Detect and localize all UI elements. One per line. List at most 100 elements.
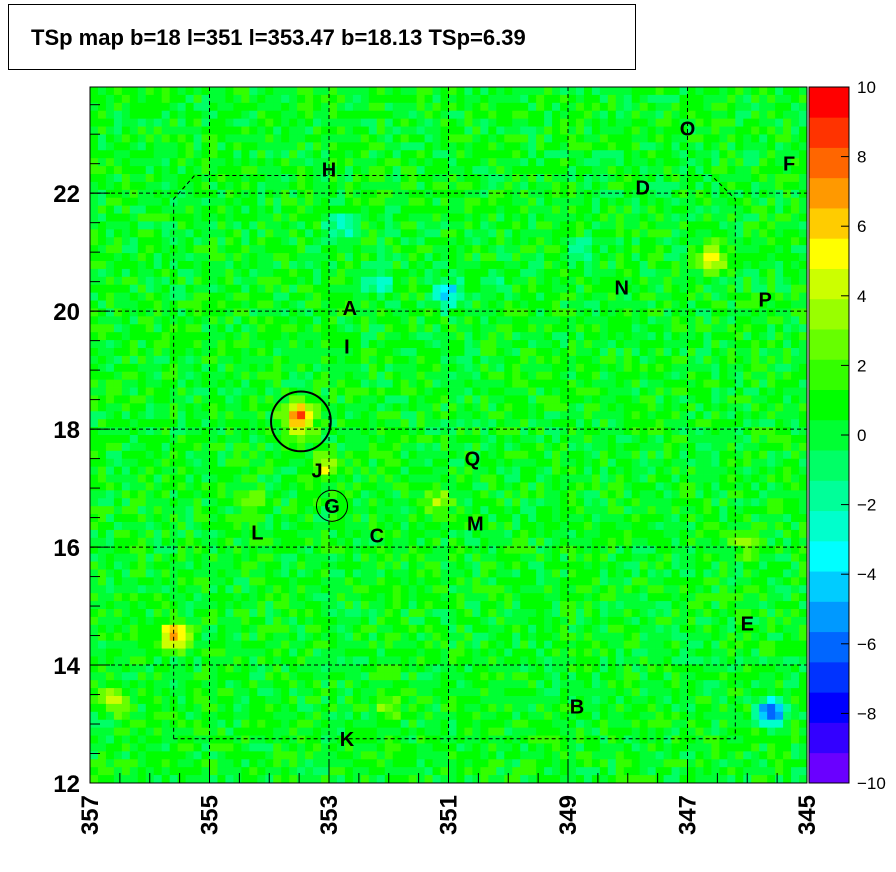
heatmap-cell	[727, 482, 736, 491]
heatmap-cell	[408, 340, 418, 349]
heatmap-cell	[273, 387, 282, 396]
heatmap-cell	[249, 213, 258, 222]
heatmap-cell	[145, 355, 155, 365]
heatmap-cell	[583, 498, 593, 507]
heatmap-cell	[424, 324, 433, 333]
heatmap-cell	[536, 181, 545, 191]
heatmap-cell	[336, 174, 346, 183]
heatmap-cell	[440, 126, 449, 135]
heatmap-cell	[145, 348, 155, 357]
heatmap-cell	[575, 474, 585, 483]
heatmap-cell	[719, 189, 728, 199]
heatmap-cell	[137, 308, 147, 317]
heatmap-cell	[687, 403, 696, 412]
heatmap-cell	[105, 371, 115, 381]
heatmap-cell	[695, 395, 704, 404]
heatmap-cell	[456, 126, 465, 135]
heatmap-cell	[161, 292, 171, 301]
heatmap-cell	[663, 229, 672, 238]
heatmap-cell	[313, 419, 322, 428]
heatmap-cell	[424, 482, 433, 491]
heatmap-cell	[225, 490, 234, 499]
heatmap-cell	[599, 348, 609, 357]
heatmap-cell	[695, 118, 704, 127]
heatmap-cell	[735, 411, 744, 420]
heatmap-cell	[799, 427, 808, 436]
heatmap-cell	[440, 189, 449, 199]
heatmap-cell	[536, 514, 545, 523]
heatmap-cell	[631, 466, 641, 475]
heatmap-cell	[695, 102, 704, 112]
heatmap-cell	[512, 213, 521, 222]
heatmap-cell	[671, 94, 680, 104]
heatmap-cell	[113, 450, 123, 460]
heatmap-cell	[512, 87, 521, 96]
heatmap-cell	[105, 522, 115, 531]
heatmap-cell	[480, 253, 489, 262]
heatmap-cell	[424, 87, 433, 96]
heatmap-cell	[655, 102, 664, 112]
heatmap-cell	[249, 427, 258, 436]
heatmap-cell	[639, 261, 649, 270]
heatmap-cell	[241, 450, 250, 460]
heatmap-cell	[360, 348, 370, 357]
heatmap-cell	[352, 245, 362, 254]
heatmap-cell	[105, 340, 115, 349]
heatmap-cell	[631, 126, 641, 135]
heatmap-cell	[169, 150, 179, 159]
heatmap-cell	[671, 332, 680, 341]
heatmap-cell	[90, 229, 99, 238]
heatmap-cell	[289, 150, 298, 159]
heatmap-cell	[432, 300, 441, 309]
heatmap-cell	[767, 292, 776, 301]
heatmap-cell	[695, 458, 704, 468]
heatmap-cell	[560, 189, 569, 199]
heatmap-cell	[480, 102, 489, 112]
heatmap-cell	[137, 253, 147, 262]
heatmap-cell	[727, 395, 736, 404]
heatmap-cell	[368, 87, 378, 96]
heatmap-cell	[719, 506, 728, 515]
heatmap-cell	[241, 189, 250, 199]
heatmap-cell	[249, 174, 258, 183]
heatmap-cell	[313, 158, 322, 167]
heatmap-cell	[536, 102, 545, 112]
heatmap-cell	[384, 371, 394, 381]
heatmap-cell	[113, 110, 123, 120]
heatmap-cell	[368, 308, 378, 317]
heatmap-cell	[631, 221, 641, 230]
heatmap-cell	[751, 379, 760, 388]
heatmap-cell	[711, 442, 720, 452]
heatmap-cell	[655, 87, 664, 96]
heatmap-cell	[504, 332, 513, 341]
heatmap-cell	[416, 498, 425, 507]
heatmap-cell	[504, 490, 513, 499]
heatmap-cell	[241, 284, 250, 294]
heatmap-cell	[496, 150, 505, 159]
heatmap-cell	[655, 166, 664, 175]
heatmap-cell	[321, 87, 330, 96]
heatmap-cell	[209, 284, 218, 294]
heatmap-cell	[97, 427, 107, 436]
heatmap-cell	[775, 474, 784, 483]
heatmap-cell	[90, 506, 99, 515]
heatmap-cell	[241, 435, 250, 444]
heatmap-cell	[767, 474, 776, 483]
heatmap-cell	[289, 332, 298, 341]
heatmap-cell	[233, 158, 242, 167]
heatmap-cell	[583, 514, 593, 523]
heatmap-cell	[783, 482, 792, 491]
heatmap-cell	[480, 110, 489, 120]
heatmap-cell	[209, 340, 218, 349]
heatmap-cell	[647, 482, 657, 491]
heatmap-cell	[631, 142, 641, 151]
heatmap-cell	[631, 490, 641, 499]
heatmap-cell	[655, 126, 664, 135]
heatmap-cell	[137, 482, 147, 491]
heatmap-cell	[472, 253, 481, 262]
heatmap-cell	[185, 229, 194, 238]
heatmap-cell	[783, 174, 792, 183]
heatmap-cell	[560, 150, 569, 159]
heatmap-cell	[392, 292, 402, 301]
heatmap-cell	[121, 458, 131, 468]
